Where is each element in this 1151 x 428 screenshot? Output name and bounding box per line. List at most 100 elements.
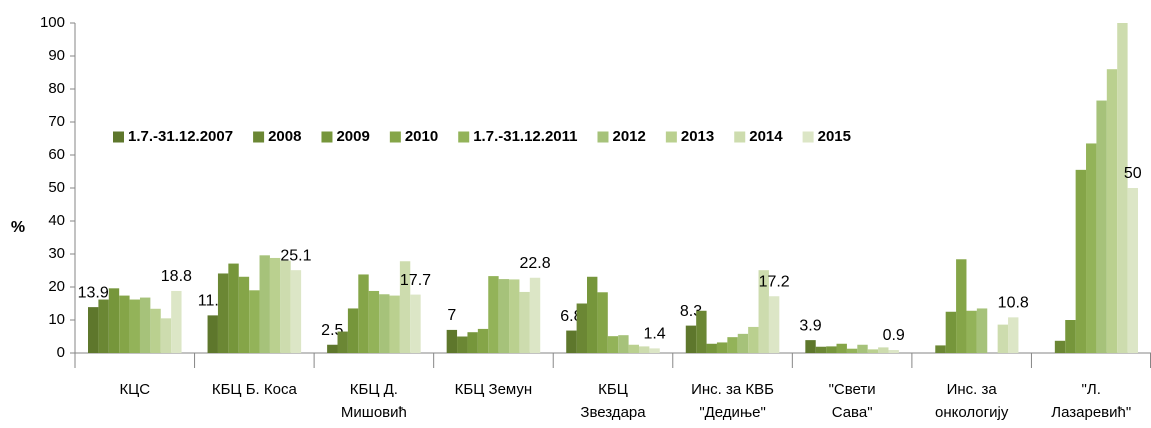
legend-item: 1.7.-31.12.2011 (458, 128, 577, 145)
bar (259, 255, 270, 353)
y-axis-title: % (11, 219, 25, 236)
legend-label: 2010 (405, 128, 438, 145)
bar (768, 296, 780, 353)
x-tick-label: Инс. за (947, 381, 998, 398)
bar (108, 288, 120, 353)
legend-label: 2012 (612, 128, 645, 145)
bar (857, 344, 868, 353)
bar (607, 336, 619, 353)
bar (337, 331, 348, 353)
x-tick-label: "Л. (1082, 381, 1101, 398)
legend-swatch (665, 131, 677, 143)
bar (685, 325, 697, 353)
bar (649, 348, 660, 353)
bar (737, 333, 749, 353)
legend-item: 1.7.-31.12.2007 (113, 128, 233, 145)
bar (956, 259, 967, 353)
bar (945, 311, 957, 353)
y-tick-label: 50 (48, 179, 65, 196)
bar (498, 279, 510, 353)
bar (1086, 143, 1097, 353)
y-tick-label: 100 (40, 14, 65, 31)
bar (519, 291, 530, 353)
bar (347, 308, 359, 353)
bar (410, 294, 421, 353)
bar (228, 263, 239, 353)
bar (139, 297, 151, 353)
y-tick-label: 30 (48, 245, 65, 262)
data-label: 17.2 (759, 273, 790, 290)
legend-item: 2014 (734, 128, 783, 145)
bar (477, 328, 489, 353)
bar (706, 343, 717, 353)
bar (88, 307, 99, 353)
y-tick-label: 60 (48, 146, 65, 163)
bar (280, 260, 291, 353)
bar (566, 330, 577, 353)
data-label: 3.9 (799, 317, 821, 334)
bar (399, 261, 411, 353)
legend-swatch (321, 131, 333, 143)
bar (597, 292, 608, 353)
bar (888, 350, 899, 353)
x-tick-label: Звездара (580, 404, 646, 421)
legend-swatch (802, 131, 814, 143)
bar (1065, 320, 1076, 353)
bar (290, 270, 302, 353)
bar (389, 295, 400, 353)
bar (878, 347, 889, 353)
data-label: 22.8 (519, 255, 550, 272)
legend-swatch (734, 131, 746, 143)
bar (576, 303, 588, 353)
bar (457, 336, 468, 353)
bar (368, 290, 380, 353)
bar (509, 279, 520, 353)
bar (467, 332, 478, 353)
x-tick-label: "Свети (829, 381, 876, 398)
y-tick-label: 80 (48, 80, 65, 97)
bar (1008, 317, 1019, 353)
legend-label: 1.7.-31.12.2007 (128, 128, 233, 145)
bar (488, 276, 499, 353)
bar (748, 326, 759, 353)
bar (327, 344, 338, 353)
x-tick-label: Мишовић (341, 404, 407, 421)
bar (1075, 169, 1087, 353)
legend-item: 2010 (389, 128, 438, 145)
bar (1117, 23, 1128, 353)
legend-label: 2009 (336, 128, 369, 145)
bar (638, 346, 650, 353)
bar (587, 276, 598, 353)
x-tick-label: КЦС (119, 381, 150, 398)
legend-item: 2009 (321, 128, 370, 145)
bar (1096, 100, 1107, 353)
bar (119, 295, 130, 353)
bar (98, 299, 109, 353)
bar (976, 308, 988, 353)
data-label: 0.9 (883, 327, 905, 344)
bar (207, 315, 218, 353)
data-label: 17.7 (400, 272, 431, 289)
bar (826, 346, 837, 353)
data-label: 10.8 (998, 295, 1029, 312)
x-tick-label: онкологију (935, 404, 1009, 421)
bar (618, 335, 629, 353)
bar (836, 343, 847, 353)
bar (758, 270, 769, 353)
bar (217, 273, 229, 353)
data-label: 18.8 (161, 268, 192, 285)
bar (628, 344, 639, 353)
y-tick-label: 40 (48, 212, 65, 229)
bar (966, 310, 977, 353)
data-label: 25.1 (280, 247, 311, 264)
bar (150, 308, 161, 353)
legend-swatch (458, 131, 470, 143)
bar (997, 324, 1009, 353)
legend-item: 2012 (597, 128, 646, 145)
bar (1054, 340, 1066, 353)
bar (529, 277, 541, 353)
y-tick-label: 20 (48, 278, 65, 295)
x-tick-label: Лазаревић" (1051, 404, 1131, 421)
bar (129, 299, 140, 353)
bar (805, 340, 816, 353)
